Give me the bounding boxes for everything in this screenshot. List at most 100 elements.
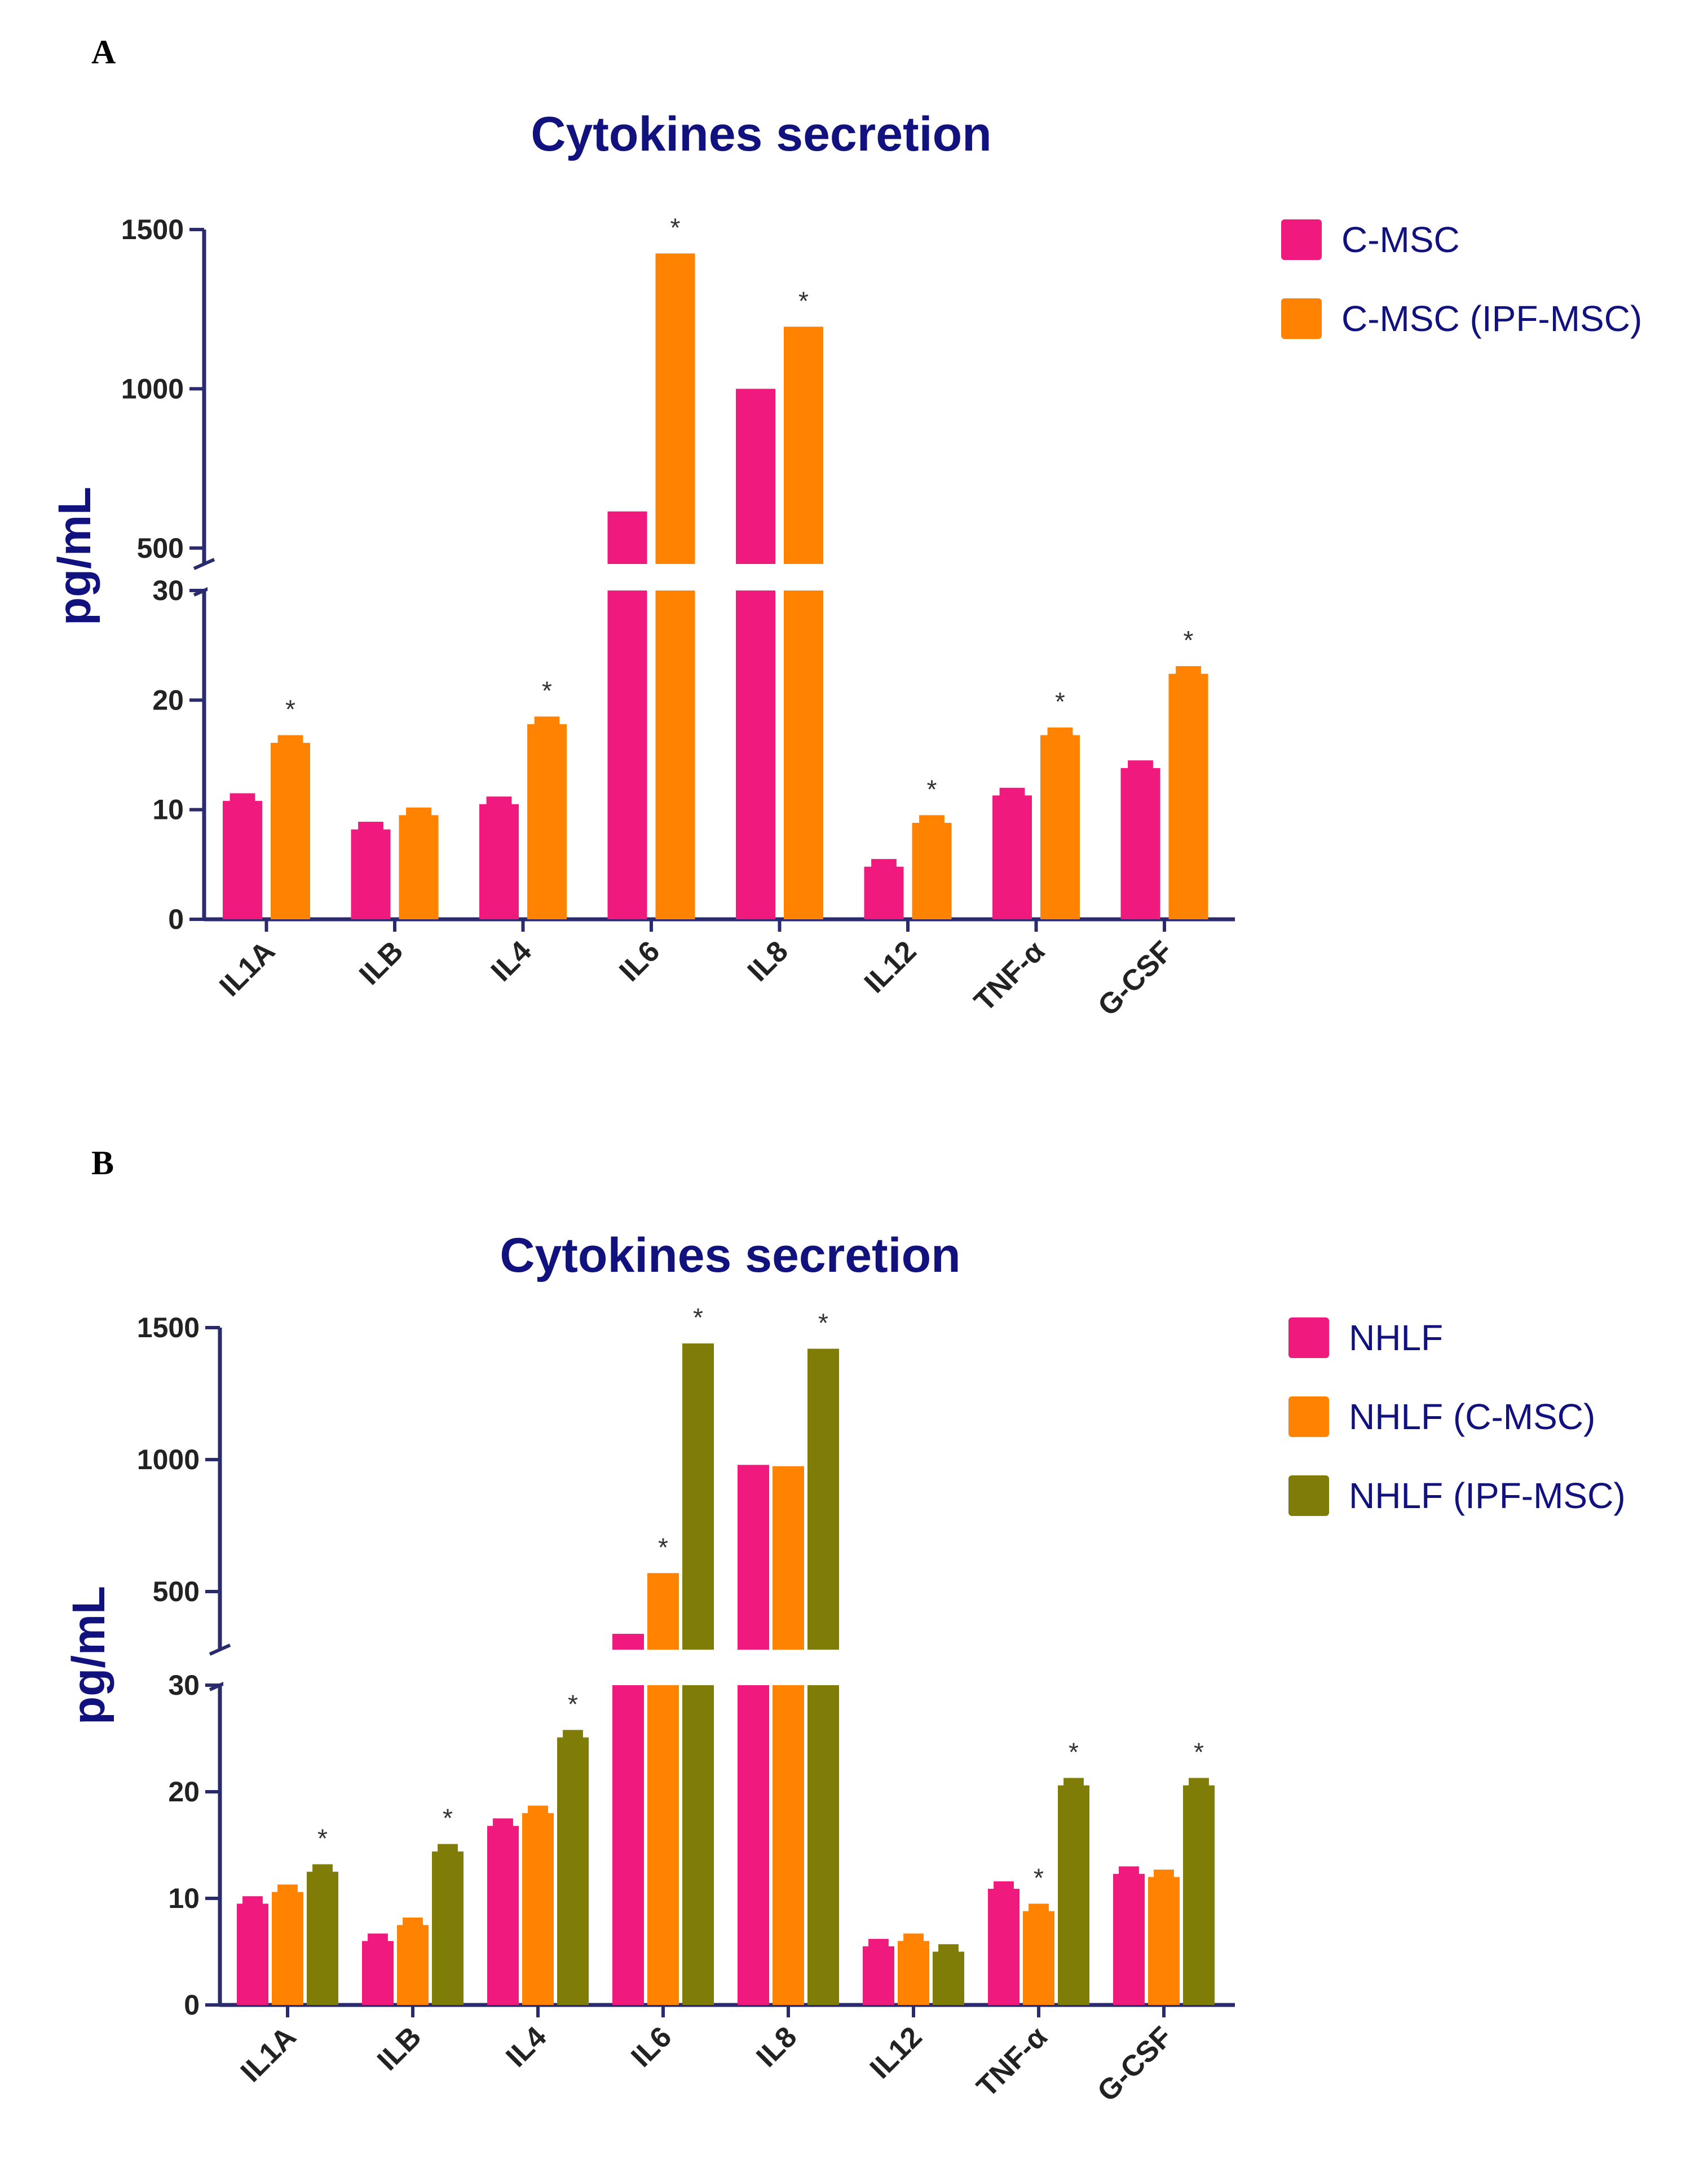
bar xyxy=(773,1466,804,2005)
panel-b-title: Cytokines secretion xyxy=(500,1228,960,1282)
error-bar xyxy=(1119,1866,1139,1875)
bar xyxy=(647,1573,679,2005)
legend-swatch xyxy=(1288,1475,1329,1516)
bar xyxy=(351,829,391,919)
bar xyxy=(1040,735,1080,919)
error-bar xyxy=(242,1896,263,1905)
bar xyxy=(522,1813,554,2005)
error-bar xyxy=(368,1933,388,1942)
significance-star: * xyxy=(1069,1737,1079,1766)
error-bar xyxy=(1029,1903,1049,1912)
bar xyxy=(1183,1785,1215,2005)
error-bar xyxy=(1063,1778,1084,1787)
y-tick-upper-label: 1500 xyxy=(121,214,184,245)
significance-star: * xyxy=(818,1308,828,1337)
error-bar xyxy=(277,735,303,744)
significance-star: * xyxy=(798,286,809,315)
significance-star: * xyxy=(1034,1863,1044,1892)
bar xyxy=(271,743,310,919)
error-bar xyxy=(486,796,512,805)
significance-star: * xyxy=(670,213,681,242)
significance-star: * xyxy=(1194,1737,1204,1766)
bar xyxy=(1168,673,1208,919)
axis-break-mark xyxy=(193,558,215,570)
error-bar xyxy=(1047,727,1073,737)
error-bar xyxy=(919,815,945,824)
bar xyxy=(1023,1911,1054,2005)
error-bar xyxy=(358,822,383,831)
bar xyxy=(612,1633,644,2005)
bar xyxy=(223,801,262,919)
bar xyxy=(1148,1877,1180,2005)
y-tick-lower-label: 30 xyxy=(168,1669,200,1701)
error-bar xyxy=(406,807,431,817)
bar xyxy=(988,1888,1019,2005)
bar xyxy=(479,804,519,919)
error-bar xyxy=(534,716,560,726)
significance-star: * xyxy=(1184,625,1194,655)
bar xyxy=(863,1946,894,2005)
y-tick-lower-label: 20 xyxy=(168,1776,200,1808)
significance-star: * xyxy=(568,1689,578,1718)
legend-swatch xyxy=(1281,298,1322,339)
bar xyxy=(272,1892,303,2005)
bar xyxy=(864,866,904,919)
significance-star: * xyxy=(285,695,295,724)
error-bar xyxy=(403,1918,423,1927)
panel-b-ylabel: pg/mL xyxy=(63,1586,114,1725)
legend-label: NHLF xyxy=(1349,1317,1443,1358)
significance-star: * xyxy=(1055,687,1065,716)
error-bar xyxy=(563,1730,583,1739)
y-tick-upper-label: 1000 xyxy=(121,373,184,404)
significance-star: * xyxy=(658,1532,668,1562)
error-bar xyxy=(493,1818,513,1827)
y-tick-upper-label: 1500 xyxy=(137,1312,200,1343)
panel-b-label: B xyxy=(91,1144,114,1182)
error-bar xyxy=(230,793,255,803)
panel-a-label: A xyxy=(91,33,116,70)
bar xyxy=(307,1871,338,2005)
bar xyxy=(487,1826,519,2005)
legend-swatch xyxy=(1288,1317,1329,1358)
bar xyxy=(1113,1874,1145,2005)
panel-a-ylabel: pg/mL xyxy=(49,487,100,625)
y-tick-lower-label: 20 xyxy=(152,684,184,716)
significance-star: * xyxy=(443,1804,453,1833)
panel-a-legend: C-MSC C-MSC (IPF-MSC) xyxy=(1281,219,1642,339)
error-bar xyxy=(1176,666,1201,675)
legend-label: C-MSC xyxy=(1341,219,1460,260)
legend-label: NHLF (C-MSC) xyxy=(1349,1396,1595,1437)
bar xyxy=(738,1465,769,2005)
axis-break-gap xyxy=(223,1650,1235,1685)
bar xyxy=(527,724,567,919)
axis-break-mark xyxy=(209,1643,231,1656)
bar xyxy=(736,389,775,919)
error-bar xyxy=(1154,1869,1174,1879)
significance-star: * xyxy=(542,676,552,705)
y-tick-lower-label: 0 xyxy=(184,1989,200,2021)
error-bar xyxy=(999,787,1025,797)
y-tick-upper-label: 500 xyxy=(137,532,184,564)
bar xyxy=(1120,768,1160,919)
bar xyxy=(933,1951,964,2005)
y-tick-lower-label: 30 xyxy=(152,575,184,606)
y-tick-lower-label: 10 xyxy=(168,1883,200,1914)
panel-b-legend: NHLF NHLF (C-MSC) NHLF (IPF-MSC) xyxy=(1288,1317,1626,1516)
y-tick-lower-label: 0 xyxy=(168,903,184,935)
bar xyxy=(237,1903,268,2005)
significance-star: * xyxy=(927,774,937,804)
bar xyxy=(362,1941,394,2005)
error-bar xyxy=(1128,760,1153,769)
y-tick-lower-label: 10 xyxy=(152,794,184,826)
error-bar xyxy=(312,1864,333,1873)
error-bar xyxy=(277,1884,298,1893)
bar xyxy=(399,815,439,919)
bar xyxy=(432,1851,464,2005)
bar xyxy=(397,1925,429,2005)
bar xyxy=(557,1737,589,2005)
error-bar xyxy=(871,859,897,868)
error-bar xyxy=(528,1805,548,1814)
